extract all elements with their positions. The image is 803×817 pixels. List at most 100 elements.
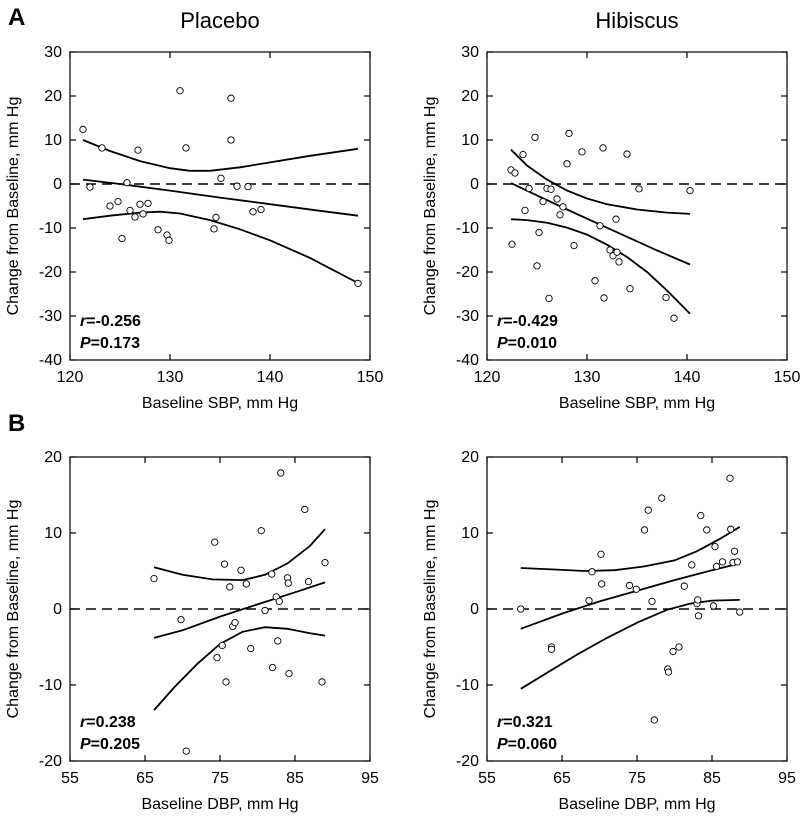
- y-tick-label: 0: [470, 176, 479, 193]
- stat-p-label: P=0.060: [497, 736, 557, 753]
- data-point: [635, 185, 643, 193]
- data-point: [218, 641, 226, 650]
- data-point: [318, 678, 326, 686]
- regression-line: [82, 178, 359, 217]
- data-point: [709, 602, 718, 610]
- data-point: [697, 511, 705, 520]
- data-point: [680, 582, 688, 590]
- data-point: [531, 133, 539, 142]
- data-point: [257, 205, 265, 214]
- data-point: [613, 248, 621, 256]
- data-point: [284, 579, 292, 587]
- data-point: [177, 615, 185, 624]
- regression-line: [153, 581, 326, 639]
- data-point: [733, 558, 742, 566]
- data-point: [511, 169, 519, 177]
- panel-letter-b: B: [8, 410, 26, 437]
- data-point: [86, 183, 94, 191]
- data-point: [114, 197, 122, 206]
- plot-dbp-placebo: 55 65 75 85 95 -20 -10 0 10 20 Baseline DBP, mm Hg…: [5, 449, 379, 813]
- data-point: [600, 294, 608, 302]
- y-axis-label: Change from Baseline, mm Hg: [5, 500, 22, 719]
- stat-r-label: r=0.321: [497, 714, 553, 731]
- stat-p-label: P=0.173: [80, 335, 140, 352]
- data-point: [165, 236, 173, 244]
- x-tick-label: 55: [61, 770, 79, 787]
- y-axis-label: Change from Baseline, mm Hg: [5, 97, 22, 316]
- x-tick-label: 130: [157, 369, 184, 386]
- data-point: [615, 258, 623, 266]
- x-axis-label: Baseline DBP, mm Hg: [141, 796, 298, 813]
- y-tick-label: 10: [44, 132, 62, 149]
- data-point: [521, 206, 529, 215]
- data-point: [591, 277, 599, 285]
- data-point: [217, 174, 225, 182]
- data-point: [98, 144, 106, 152]
- data-point: [694, 596, 702, 604]
- y-tick-label: 30: [461, 44, 479, 61]
- data-point: [244, 182, 252, 191]
- data-point: [625, 581, 634, 590]
- data-point: [648, 597, 656, 606]
- x-tick-label: 55: [478, 770, 496, 787]
- y-tick-label: 0: [470, 601, 479, 618]
- data-point: [231, 619, 239, 627]
- data-point: [131, 213, 139, 221]
- data-point: [626, 285, 634, 293]
- data-point: [736, 608, 744, 616]
- x-tick-label: 150: [357, 369, 384, 386]
- data-point: [623, 150, 631, 158]
- data-point: [136, 200, 144, 208]
- y-tick-label: -30: [39, 308, 62, 325]
- data-point: [182, 747, 190, 755]
- data-point: [123, 179, 131, 187]
- y-tick-label: 20: [461, 88, 479, 105]
- data-point: [650, 716, 658, 724]
- x-tick-label: 65: [553, 770, 571, 787]
- data-point: [670, 314, 678, 322]
- x-tick-label: 130: [574, 369, 601, 386]
- x-tick-label: 140: [674, 369, 701, 386]
- data-point: [126, 206, 134, 215]
- y-tick-label: -20: [456, 264, 479, 281]
- data-point: [150, 574, 158, 583]
- data-point: [519, 150, 527, 159]
- data-point: [686, 186, 694, 195]
- data-point: [539, 197, 547, 206]
- stat-r-label: r=0.238: [80, 714, 136, 731]
- data-point: [578, 148, 586, 156]
- ci-upper-curve: [510, 149, 691, 215]
- data-point: [711, 543, 719, 551]
- data-point: [565, 129, 573, 138]
- data-point: [662, 293, 670, 302]
- data-point: [154, 226, 162, 234]
- data-point: [144, 199, 152, 208]
- ci-lower-curve: [153, 626, 326, 711]
- data-point: [242, 580, 250, 588]
- regression-line: [520, 562, 741, 630]
- x-tick-label: 120: [57, 369, 84, 386]
- x-tick-label: 140: [257, 369, 284, 386]
- data-point: [257, 527, 265, 535]
- data-point: [658, 494, 666, 502]
- y-tick-label: 10: [461, 132, 479, 149]
- y-tick-label: 0: [53, 601, 62, 618]
- data-point: [354, 279, 362, 288]
- ci-lower-curve: [510, 218, 691, 315]
- ci-upper-curve: [520, 526, 741, 572]
- data-point: [182, 144, 190, 152]
- y-tick-label: -40: [456, 352, 479, 369]
- data-point: [644, 506, 652, 514]
- data-point: [277, 469, 285, 477]
- data-point: [118, 234, 126, 243]
- data-point: [547, 185, 555, 193]
- ci-upper-curve: [153, 528, 326, 582]
- data-point: [545, 294, 553, 303]
- y-tick-label: -10: [39, 220, 62, 237]
- data-point: [688, 561, 696, 569]
- data-point: [703, 526, 711, 534]
- data-point: [247, 644, 255, 653]
- data-point: [556, 211, 564, 219]
